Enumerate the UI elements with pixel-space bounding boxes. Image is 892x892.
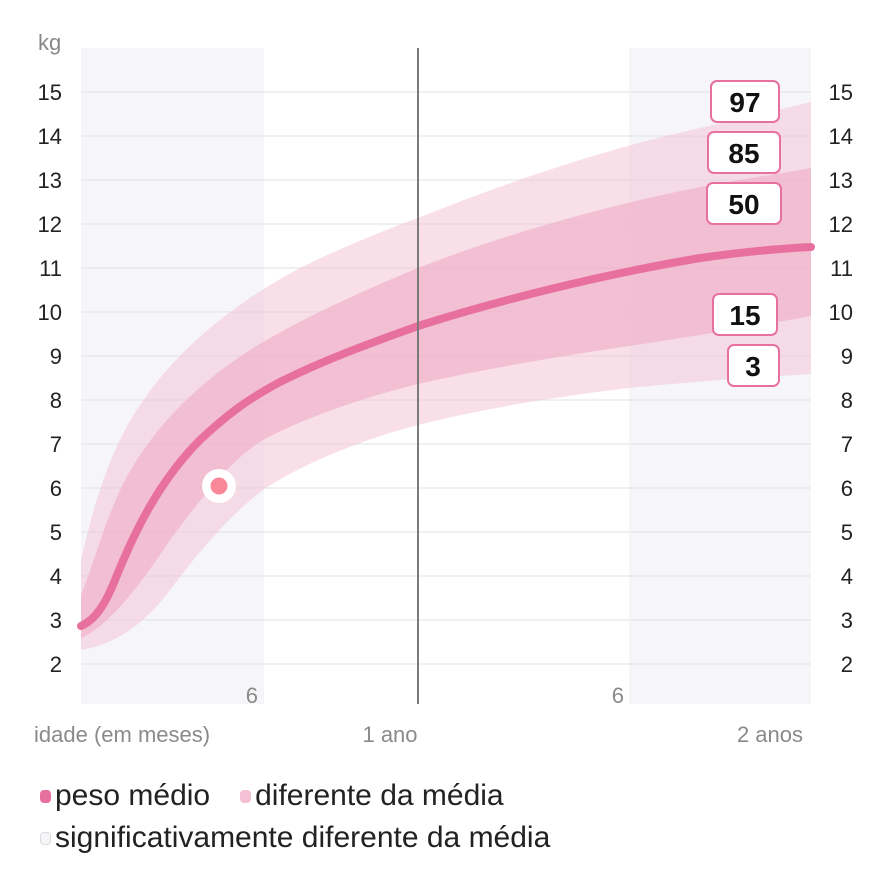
- y-tick: 10: [38, 300, 62, 325]
- percentile-label-50: 50: [706, 182, 782, 225]
- x-tick-2-years: 2 anos: [737, 722, 803, 747]
- legend-label-different: diferente da média: [255, 779, 504, 812]
- y-axis-left: 15 14 13 12 11 10 9 8 7 6 5 4 3 2: [38, 80, 62, 677]
- y-tick: 14: [829, 124, 853, 149]
- y-tick: 15: [829, 80, 853, 105]
- y-tick: 12: [829, 212, 853, 237]
- legend-row-1: peso médio diferente da média: [40, 775, 580, 817]
- y-tick: 6: [50, 476, 62, 501]
- y-tick: 2: [50, 652, 62, 677]
- y-tick: 10: [829, 300, 853, 325]
- y-tick: 8: [50, 388, 62, 413]
- y-tick: 8: [841, 388, 853, 413]
- y-tick: 6: [841, 476, 853, 501]
- y-tick: 15: [38, 80, 62, 105]
- measurement-point[interactable]: [202, 469, 236, 503]
- different-swatch-icon: [240, 789, 252, 803]
- y-tick: 13: [38, 168, 62, 193]
- y-axis-right: 15 14 13 12 11 10 9 8 7 6 5 4 3 2: [829, 80, 853, 677]
- y-tick: 14: [38, 124, 62, 149]
- mean-swatch-icon: [40, 789, 51, 803]
- legend-item-mean: peso médio: [40, 779, 210, 813]
- y-tick: 4: [841, 564, 853, 589]
- y-tick: 5: [841, 520, 853, 545]
- y-tick: 9: [841, 344, 853, 369]
- legend-item-different: diferente da média: [240, 779, 504, 813]
- band-p15-p85: [81, 168, 811, 638]
- y-tick: 11: [39, 256, 62, 281]
- percentile-label-15: 15: [712, 293, 778, 336]
- growth-chart: kg 15 14 13 12 11 10 9 8 7 6 5 4 3 2 15 …: [34, 30, 853, 747]
- legend-item-significant: significativamente diferente da média: [40, 821, 550, 855]
- percentile-label-85: 85: [707, 131, 781, 174]
- y-tick: 4: [50, 564, 62, 589]
- y-tick: 11: [830, 256, 853, 281]
- percentile-label-3: 3: [727, 344, 780, 387]
- y-tick: 2: [841, 652, 853, 677]
- y-tick: 5: [50, 520, 62, 545]
- percentile-label-97: 97: [710, 80, 780, 123]
- y-tick: 3: [841, 608, 853, 633]
- x-tick-18-months: 6: [612, 683, 624, 708]
- x-axis-caption: idade (em meses): [34, 722, 210, 747]
- percentile-text: 97: [729, 87, 760, 118]
- percentile-text: 85: [728, 138, 759, 169]
- mean-weight-line: [77, 243, 815, 630]
- significant-swatch-icon: [40, 831, 51, 845]
- x-tick-1-year: 1 ano: [362, 722, 417, 747]
- legend-label-mean: peso médio: [55, 779, 211, 812]
- y-tick: 3: [50, 608, 62, 633]
- x-tick-6-months: 6: [246, 683, 258, 708]
- y-tick: 7: [50, 432, 62, 457]
- y-unit-label: kg: [38, 30, 61, 55]
- legend: peso médio diferente da média significat…: [40, 775, 580, 859]
- percentile-text: 50: [728, 189, 759, 220]
- legend-label-significant: significativamente diferente da média: [55, 821, 551, 854]
- y-tick: 9: [50, 344, 62, 369]
- y-tick: 12: [38, 212, 62, 237]
- y-tick: 13: [829, 168, 853, 193]
- percentile-text: 15: [729, 300, 760, 331]
- legend-row-2: significativamente diferente da média: [40, 817, 580, 859]
- y-tick: 7: [841, 432, 853, 457]
- percentile-text: 3: [745, 351, 761, 382]
